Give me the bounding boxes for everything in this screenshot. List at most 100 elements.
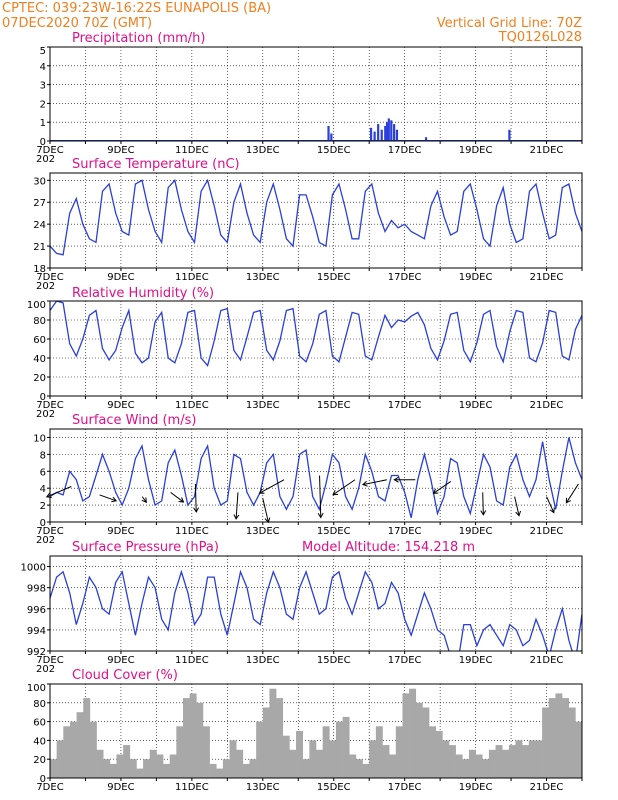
wind-arrow [362, 479, 388, 486]
precip-xtick-label: 19DEC [459, 145, 493, 156]
humidity-panel: 0 20 40 60 80 100 7DEC 9DEC 11DEC 13DEC 15DEC 17DEC… [27, 300, 583, 420]
cloud-bar [382, 745, 390, 778]
cloud-bar [282, 735, 290, 778]
wind-arrow [319, 475, 322, 518]
temp-xtick-label: 9DEC [107, 272, 134, 283]
temp-xtick-label: 17DEC [388, 272, 422, 283]
cloud-ytick-label: 60 [33, 718, 46, 729]
cloud-bar [129, 759, 137, 778]
wind-arrow [259, 479, 285, 494]
wind-panel: 0 2 4 6 8 10 7DEC 9DEC 11DEC 13DEC 15DEC 17DEC 19DEC… [33, 428, 583, 546]
cloud-xtick-label: 15DEC [317, 782, 351, 793]
cloud-bar [50, 759, 57, 778]
wind-arrow-head [332, 490, 339, 496]
cloud-bar [442, 740, 450, 778]
temp-xtick-label: 11DEC [175, 272, 209, 283]
precip-ytick-label: 2 [40, 99, 46, 110]
cloud-bar [329, 740, 337, 778]
temp-series-line [50, 178, 582, 256]
cloud-bar [189, 693, 197, 778]
cloud-bar [63, 726, 71, 778]
precip-bar [380, 129, 383, 141]
temp-ytick-label: 27 [33, 198, 46, 209]
cloud-bar [495, 745, 503, 778]
wind-xtick-label: 7DEC [36, 526, 63, 537]
cloud-xtick-label: 11DEC [175, 782, 209, 793]
cloud-bar [89, 721, 97, 778]
cloud-bar [422, 707, 430, 778]
cloud-bar [309, 740, 317, 778]
cloud-bar [276, 698, 284, 778]
cloud-bar [502, 749, 510, 778]
wind-arrow [46, 486, 72, 498]
pressure-xaxis-year: 202 [36, 664, 55, 675]
cloud-bar [548, 698, 556, 778]
wind-arrow-head [233, 514, 240, 520]
cloud-bar [528, 740, 536, 778]
precip-bar [377, 124, 380, 141]
precip-title: Precipitation (mm/h) [72, 31, 205, 46]
wind-xaxis-year: 202 [36, 535, 55, 546]
model-altitude: Model Altitude: 154.218 m [302, 540, 475, 555]
cloud-bar [375, 726, 383, 778]
cloud-bar [116, 754, 124, 778]
cloud-bar [123, 745, 131, 778]
precip-xtick-label: 17DEC [388, 145, 422, 156]
cloud-bar [395, 726, 403, 778]
cloud-bar [242, 763, 250, 778]
cloud-bar [222, 759, 230, 778]
cloud-bar [262, 707, 270, 778]
cloud-ytick-label: 20 [33, 755, 46, 766]
humidity-xtick-label: 21DEC [530, 400, 564, 411]
cloud-bar [415, 702, 423, 778]
wind-arrow-head [480, 510, 487, 516]
wind-xtick-label: 21DEC [530, 526, 564, 537]
humidity-ytick-label: 40 [33, 354, 46, 365]
temp-xtick-label: 15DEC [317, 272, 351, 283]
humidity-ytick-label: 20 [33, 373, 46, 384]
pressure-xtick-label: 13DEC [246, 655, 280, 666]
wind-xtick-label: 17DEC [388, 526, 422, 537]
precip-bar [384, 125, 387, 141]
temp-xaxis-year: 202 [36, 281, 55, 292]
cloud-bar [349, 754, 357, 778]
precip-bar [327, 125, 330, 141]
pressure-xtick-label: 9DEC [107, 655, 134, 666]
wind-arrow [141, 496, 147, 503]
cloud-bar [335, 721, 343, 778]
precip-bar [373, 131, 376, 141]
pressure-ytick-label: 992 [27, 647, 46, 658]
cloud-bar [409, 688, 417, 778]
cloud-bar [522, 745, 530, 778]
precip-bar [508, 129, 511, 141]
wind-arrow [482, 492, 484, 515]
wind-arrow [433, 481, 452, 494]
wind-ytick-label: 6 [40, 467, 46, 478]
precip-panel: 0 1 2 3 4 5 7DEC 9DEC 11DEC 13DEC 15DEC 17DEC 19DEC 2… [36, 46, 583, 165]
model-id: TQ0126L028 [498, 30, 582, 45]
cloud-bar [455, 754, 463, 778]
cloud-bar [435, 731, 443, 778]
wind-arrow-head [393, 476, 399, 483]
cloud-bar [362, 763, 370, 778]
temp-ytick-label: 24 [33, 220, 46, 231]
wind-series-line [50, 437, 582, 518]
cloud-bar [322, 726, 330, 778]
wind-title: Surface Wind (m/s) [72, 413, 196, 428]
cloud-bar [183, 698, 190, 778]
cloud-bar [355, 759, 363, 778]
wind-arrow-head [432, 488, 439, 494]
cloud-bar [83, 698, 91, 778]
cloud-bar [136, 768, 144, 778]
cloud-ytick-label: 80 [33, 699, 46, 710]
temp-frame [49, 172, 583, 269]
cloud-bar [163, 763, 170, 778]
cloud-bar [56, 740, 64, 778]
pressure-ytick-label: 998 [27, 584, 46, 595]
wind-arrow-head [193, 507, 200, 513]
humidity-xtick-label: 17DEC [388, 400, 422, 411]
wind-arrow [546, 496, 555, 513]
cloud-bar [236, 749, 244, 778]
precip-bar [395, 129, 399, 141]
